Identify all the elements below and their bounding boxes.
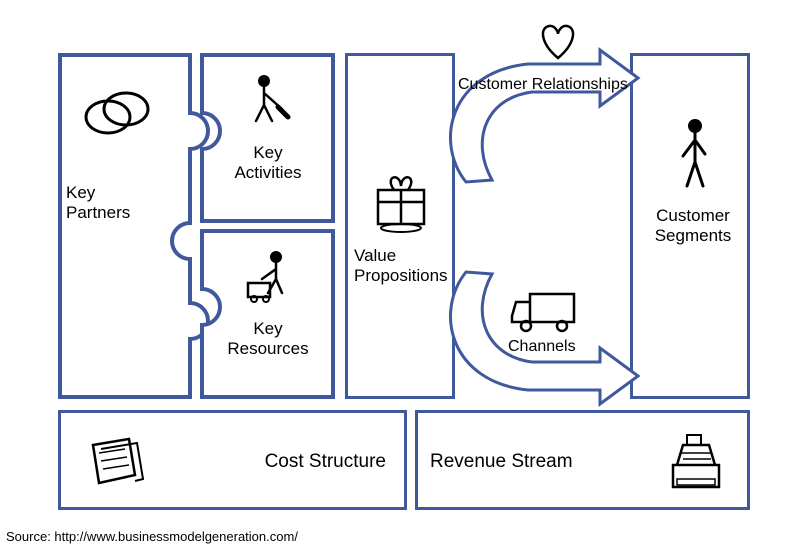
label-key-activities: Key Activities [218, 143, 318, 182]
bmc-canvas: Key Partners Key Activities [0, 0, 800, 548]
label-customer-segments: Customer Segments [647, 206, 739, 245]
label-channels: Channels [508, 338, 576, 356]
gift-icon [366, 166, 436, 236]
label-cost-structure: Cost Structure [265, 451, 386, 473]
block-revenue-stream: Revenue Stream [415, 410, 750, 510]
label-value-propositions: Value Propositions [354, 246, 448, 285]
heart-icon [535, 22, 581, 62]
block-key-activities: Key Activities [200, 53, 335, 223]
worker-digging-icon [242, 71, 298, 127]
worker-machine-icon [240, 247, 300, 307]
truck-icon [510, 288, 590, 338]
cash-register-icon [663, 431, 729, 495]
label-key-resources: Key Resources [218, 319, 318, 358]
block-value-propositions: Value Propositions [345, 53, 455, 399]
rings-icon [80, 83, 154, 143]
arrow-customer-relationships [442, 50, 642, 190]
label-key-partners: Key Partners [66, 183, 130, 222]
label-customer-relationships: Customer Relationships [458, 76, 628, 94]
source-text: Source: http://www.businessmodelgenerati… [6, 529, 298, 544]
papers-icon [81, 433, 151, 493]
block-key-partners: Key Partners [58, 53, 192, 399]
person-icon [673, 116, 719, 196]
block-key-resources: Key Resources [200, 229, 335, 399]
label-revenue-stream: Revenue Stream [430, 451, 573, 473]
block-cost-structure: Cost Structure [58, 410, 407, 510]
